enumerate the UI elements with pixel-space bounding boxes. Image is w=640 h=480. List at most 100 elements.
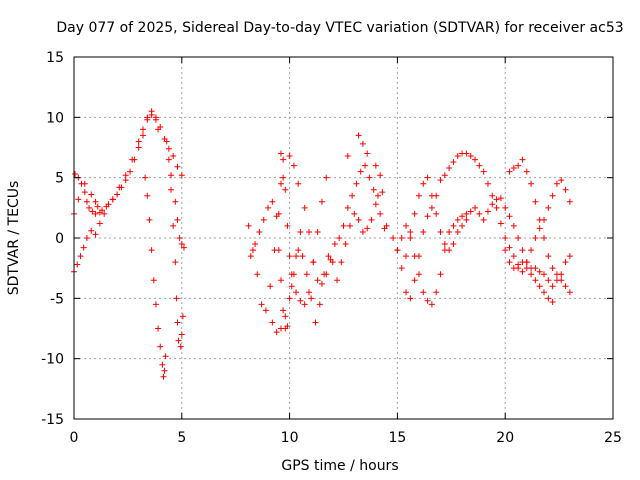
data-point-marker [364,225,371,232]
data-point-marker [545,253,552,260]
data-point-marker [286,253,293,260]
data-point-marker [177,343,184,350]
data-point-marker [463,210,470,217]
data-point-marker [553,180,560,187]
data-point-marker [78,180,85,187]
x-tick-label: 20 [496,430,514,446]
data-point-marker [549,192,556,199]
data-point-marker [484,180,491,187]
data-point-marker [297,228,304,235]
data-point-marker [510,165,517,172]
data-point-marker [506,244,513,251]
series-track-e-dive [163,138,186,350]
data-point-marker [273,329,280,336]
data-point-marker [293,253,300,260]
data-point-marker [562,186,569,193]
data-point-marker [359,140,366,147]
data-point-marker [437,228,444,235]
x-tick-label: 15 [388,430,406,446]
data-point-marker [355,216,362,223]
data-point-marker [297,297,304,304]
y-tick-label: -10 [41,352,64,368]
data-point-marker [83,235,90,241]
data-point-marker [148,247,155,254]
data-point-marker [562,259,569,266]
series-track-f-early-tail [168,172,187,251]
data-point-marker [532,277,539,284]
data-point-marker [318,280,325,287]
data-point-marker [374,192,381,199]
data-point-marker [454,216,461,223]
data-point-marker [342,241,349,248]
data-point-marker [277,150,284,157]
data-point-marker [489,192,496,199]
data-point-marker [510,222,517,229]
data-point-marker [506,168,513,175]
data-point-marker [178,331,185,338]
data-point-marker [245,222,252,229]
data-point-marker [172,198,179,205]
data-point-marker [135,144,142,151]
data-point-marker [178,241,185,248]
data-point-marker [545,277,552,284]
data-point-marker [515,261,522,268]
data-point-marker [528,271,535,278]
data-point-marker [420,289,427,296]
data-point-marker [308,295,315,302]
data-point-marker [459,222,466,229]
data-point-marker [437,271,444,278]
series-track-g-mid [245,156,330,314]
data-point-marker [96,220,103,227]
series-track-c-early [72,171,99,217]
data-point-marker [105,201,112,208]
data-point-marker [411,277,418,284]
data-point-marker [541,289,548,296]
data-point-marker [403,253,410,260]
data-point-marker [280,174,287,181]
data-point-marker [277,180,284,187]
data-point-marker [334,277,341,284]
data-point-marker [280,156,287,163]
data-point-marker [344,204,351,211]
data-point-marker [148,111,155,118]
data-point-marker [411,253,418,260]
data-point-marker [467,208,474,215]
data-point-marker [146,216,153,223]
data-point-marker [523,168,530,175]
data-point-marker [114,191,121,198]
x-tick-label: 5 [177,430,186,446]
data-point-marker [89,208,96,215]
data-point-marker [118,184,125,191]
data-point-marker [433,289,440,296]
data-point-marker [379,189,386,196]
data-point-marker [249,247,256,254]
data-point-marker [459,213,466,220]
data-point-marker [155,325,162,332]
data-point-marker [519,156,526,163]
data-point-marker [372,162,379,169]
data-point-marker [344,152,351,159]
data-point-marker [428,204,435,211]
data-point-marker [437,177,444,184]
data-point-marker [94,203,101,210]
series-track-n-late [506,156,573,296]
data-point-marker [433,210,440,217]
data-point-marker [275,247,282,254]
data-point-marker [366,174,373,181]
data-point-marker [269,198,276,205]
data-point-marker [252,241,259,248]
data-point-marker [316,301,323,308]
data-point-marker [450,222,457,229]
data-point-marker [165,156,172,163]
data-point-marker [549,283,556,290]
y-axis-title: SDTVAR / TECUs [6,181,22,296]
data-point-marker [390,235,397,241]
data-point-marker [450,241,457,248]
y-tick-label: -15 [41,412,64,428]
data-point-marker [377,172,384,179]
data-point-marker [558,277,565,284]
data-point-marker [321,271,328,278]
data-point-marker [536,283,543,290]
data-point-marker [306,228,313,235]
data-point-marker [532,198,539,205]
